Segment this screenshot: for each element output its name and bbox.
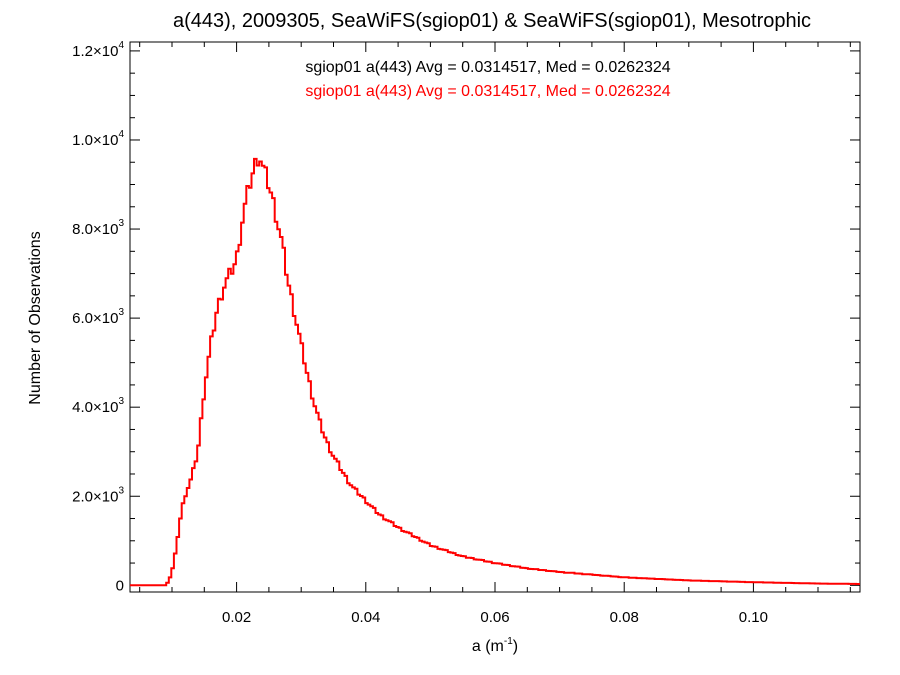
y-axis-label: Number of Observations	[27, 231, 44, 404]
y-tick-label: 8.0×103	[72, 218, 124, 238]
y-axis: 0 2.0×103 4.0×103 6.0×103 8.0×103 1.0×104 1.2×…	[72, 40, 860, 594]
plot-frame	[129, 41, 861, 593]
x-tick-label: 0.06	[480, 609, 509, 626]
y-tick-label: 6.0×103	[72, 307, 124, 327]
annotation-text: sgiop01 a(443) Avg = 0.0314517, Med = 0.…	[305, 59, 670, 76]
annotation-text: sgiop01 a(443) Avg = 0.0314517, Med = 0.…	[305, 83, 670, 100]
x-tick-label: 0.10	[739, 609, 768, 626]
y-tick-label: 1.0×104	[72, 129, 124, 149]
y-tick-label: 0	[116, 577, 124, 594]
x-tick-label: 0.04	[351, 609, 380, 626]
x-tick-label: 0.02	[222, 609, 251, 626]
y-tick-label: 2.0×103	[72, 485, 124, 505]
y-tick-label: 4.0×103	[72, 396, 124, 416]
y-tick-label: 1.2×104	[72, 40, 124, 60]
x-tick-label: 0.08	[610, 609, 639, 626]
chart-title: a(443), 2009305, SeaWiFS(sgiop01) & SeaW…	[173, 10, 811, 32]
x-axis: 0.02 0.04 0.06 0.08 0.10	[139, 42, 851, 626]
x-axis-label: a (m-1)	[472, 636, 518, 655]
annotations: sgiop01 a(443) Avg = 0.0314517, Med = 0.…	[305, 59, 670, 100]
histogram-series-line	[130, 157, 860, 587]
